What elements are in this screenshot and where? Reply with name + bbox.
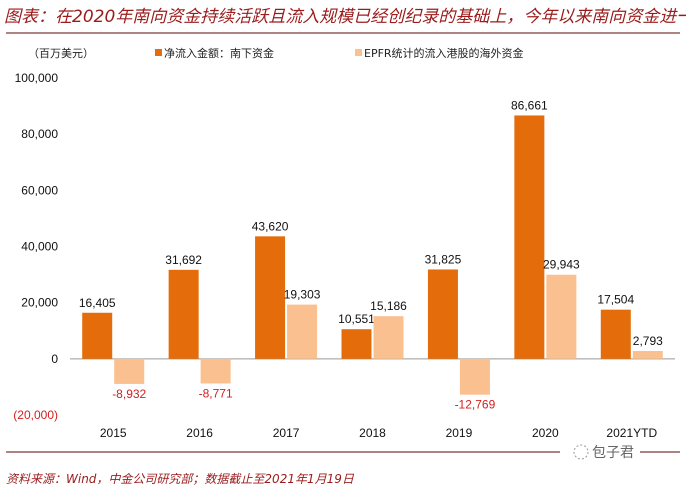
data-label: 17,504: [597, 293, 634, 307]
y-tick-label: 0: [51, 352, 58, 366]
x-tick-label: 2018: [359, 426, 386, 440]
data-label: 15,186: [370, 299, 407, 313]
bar-series-2: [546, 274, 577, 359]
data-label: 2,793: [633, 334, 663, 348]
bar-series-1: [600, 309, 631, 359]
legend-swatch-1: [155, 49, 162, 56]
watermark-logo-icon: [573, 444, 589, 460]
y-tick-label: 80,000: [21, 127, 58, 141]
data-label: 29,943: [543, 258, 580, 272]
x-tick-label: 2016: [186, 426, 213, 440]
data-label: -8,771: [199, 386, 233, 400]
data-label: 31,692: [165, 253, 202, 267]
x-tick-label: 2017: [273, 426, 300, 440]
source-note: 资料来源：Wind，中金公司研究部；数据截止至2021年1月19日: [6, 472, 355, 486]
x-tick-label: 2019: [446, 426, 473, 440]
bar-series-1: [168, 269, 199, 359]
x-tick-label: 2015: [100, 426, 127, 440]
y-tick-label: 20,000: [21, 296, 58, 310]
data-label: 31,825: [425, 252, 462, 266]
data-label: 86,661: [511, 98, 548, 112]
y-tick-label: 40,000: [21, 240, 58, 254]
bar-series-2: [459, 358, 490, 395]
bar-series-1: [82, 312, 113, 359]
bar-series-2: [287, 304, 318, 359]
bar-series-1: [427, 269, 458, 359]
x-tick-label: 2020: [532, 426, 559, 440]
data-label: 16,405: [79, 296, 116, 310]
data-label: -12,769: [455, 398, 496, 412]
bar-series-2: [373, 316, 404, 359]
x-tick-label: 2021YTD: [606, 426, 657, 440]
watermark: 包子君: [592, 445, 634, 461]
bar-series-2: [632, 350, 663, 359]
chart-title: 图表：在2020年南向资金持续活跃且流入规模已经创纪录的基础上，今年以来南向资金…: [4, 7, 686, 27]
data-label: 19,303: [284, 288, 321, 302]
legend-label-1: 净流入金额：南下资金: [164, 46, 274, 60]
bar-series-1: [341, 329, 372, 359]
data-label: -8,932: [112, 387, 146, 401]
data-label: 10,551: [338, 312, 375, 326]
data-label: 43,620: [252, 219, 289, 233]
y-tick-label: (20,000): [13, 408, 58, 422]
bar-series-1: [514, 115, 545, 359]
bar-series-2: [114, 358, 145, 384]
unit-label: （百万美元）: [28, 47, 94, 60]
legend-label-2: EPFR统计的流入港股的海外资金: [364, 46, 524, 60]
bar-series-2: [200, 358, 231, 384]
legend-swatch-2: [355, 49, 362, 56]
bar-series-1: [255, 236, 286, 359]
y-tick-label: 60,000: [21, 183, 58, 197]
y-tick-label: 100,000: [15, 71, 59, 85]
